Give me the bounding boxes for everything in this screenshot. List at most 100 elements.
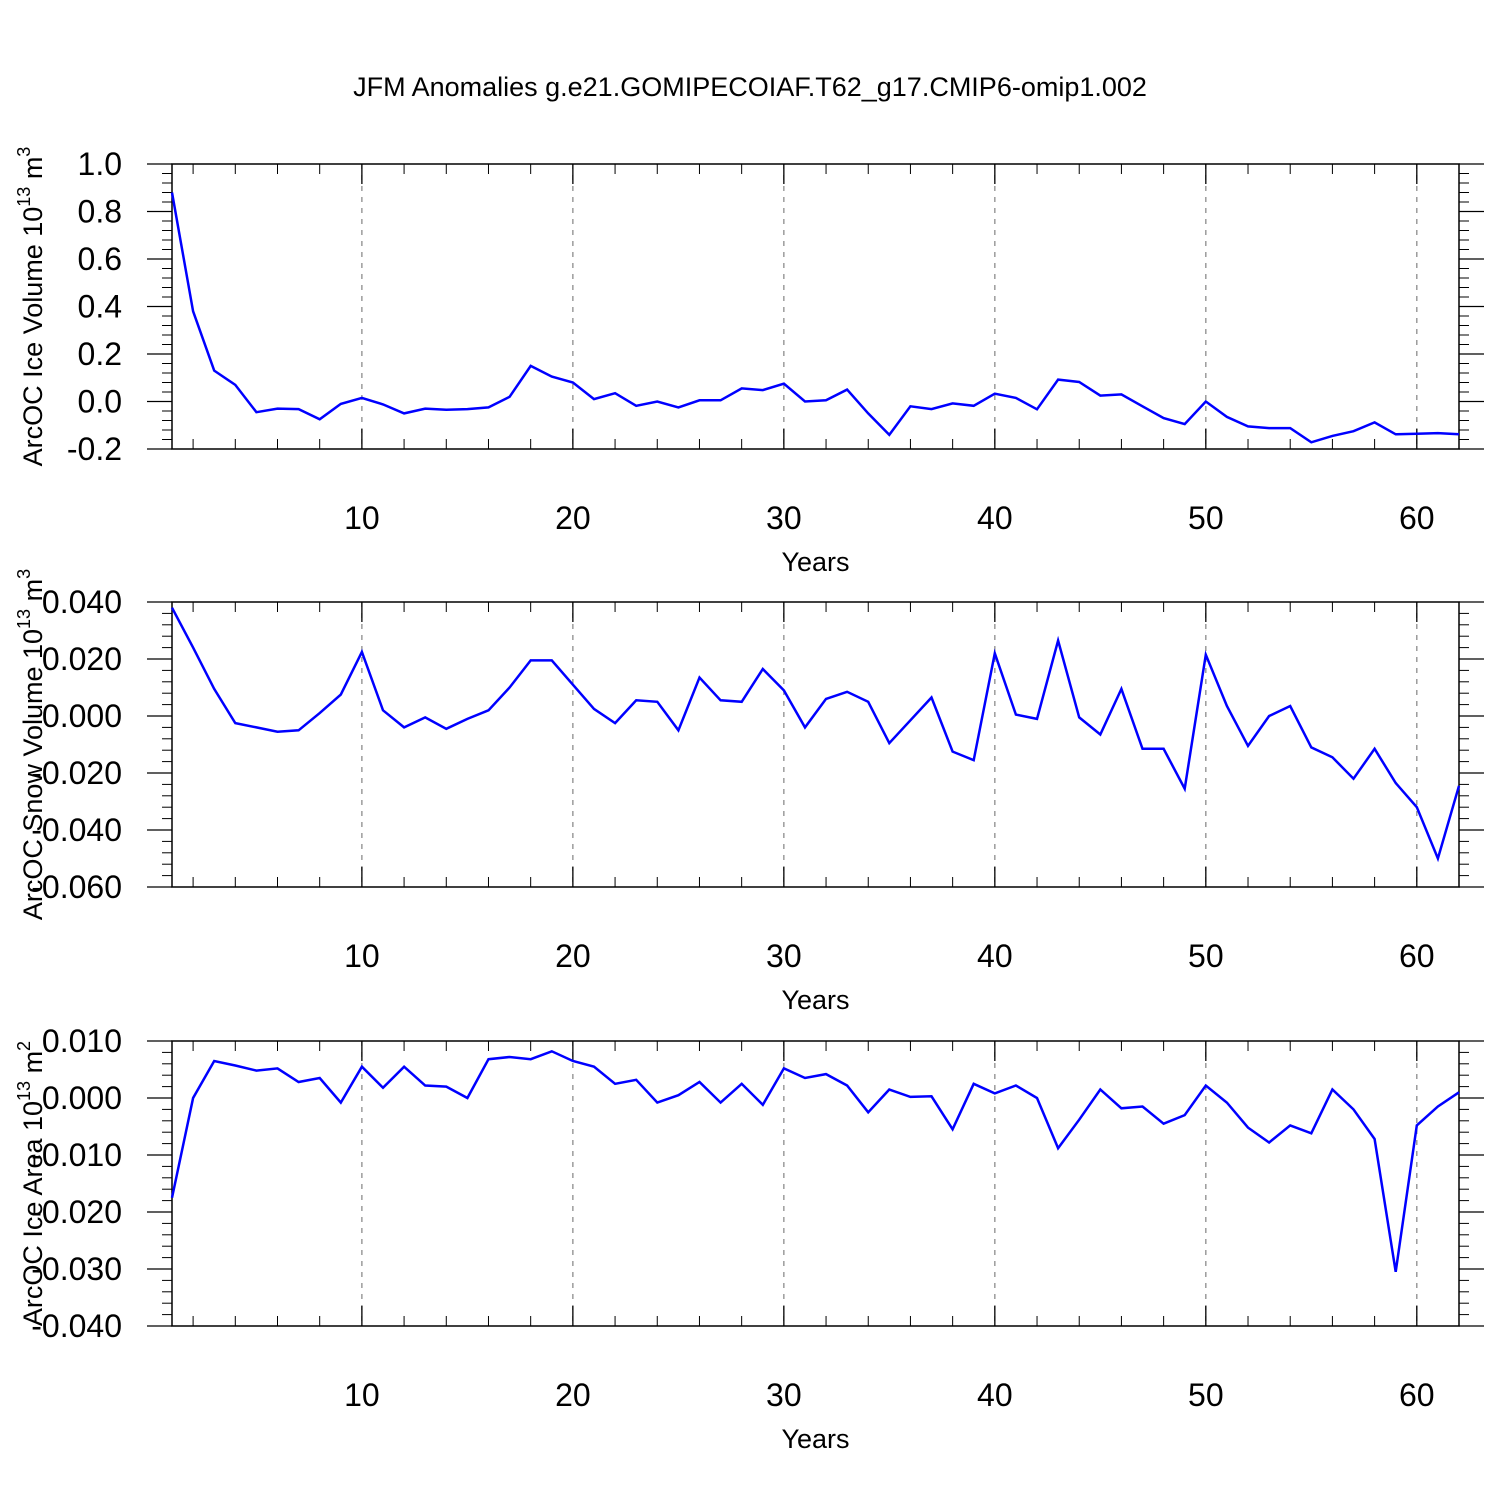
y-axis-label-main: ArcOC Ice Area 10 xyxy=(18,1101,48,1326)
data-point xyxy=(1224,704,1229,709)
data-point xyxy=(887,741,892,746)
data-point xyxy=(718,398,723,403)
y-axis-label-exponent: 13 xyxy=(14,187,34,207)
data-point xyxy=(1182,1113,1187,1118)
data-point xyxy=(676,405,681,410)
y-tick-label: 0.6 xyxy=(78,241,122,277)
data-point xyxy=(634,1077,639,1082)
x-axis-label: Years xyxy=(781,547,849,577)
data-point xyxy=(233,721,238,726)
data-point xyxy=(254,725,259,730)
y-tick-label: -0.010 xyxy=(31,1137,122,1173)
data-point xyxy=(233,382,238,387)
data-point xyxy=(170,190,175,195)
y-axis-label-unit-exponent: 3 xyxy=(14,569,34,579)
data-point xyxy=(1119,392,1124,397)
data-point xyxy=(1309,440,1314,445)
y-axis-label-unit: m xyxy=(18,1051,48,1081)
data-point xyxy=(760,1102,765,1107)
data-point xyxy=(697,398,702,403)
data-point xyxy=(1077,380,1082,385)
data-point xyxy=(528,363,533,368)
y-axis-label-main: ArcOC Ice Volume 10 xyxy=(18,207,48,467)
data-point xyxy=(528,658,533,663)
panel-2: 10 20 30 40 50 60 -0.060 -0.040 -0.020 0.000 0.020… xyxy=(14,569,1484,1015)
data-point xyxy=(781,381,786,386)
x-axis-label: Years xyxy=(781,1424,849,1454)
y-tick-label: 0.4 xyxy=(78,289,122,325)
data-point xyxy=(338,401,343,406)
plot-frame xyxy=(171,163,1460,450)
data-point xyxy=(1140,1104,1145,1109)
data-point xyxy=(760,388,765,393)
data-point xyxy=(1224,1100,1229,1105)
series-line xyxy=(170,607,1461,863)
y-tick-label: 0.000 xyxy=(42,1080,122,1116)
data-point xyxy=(233,1063,238,1068)
y-tick-label: 0.0 xyxy=(78,384,122,420)
y-tick-label: -0.030 xyxy=(31,1251,122,1287)
data-point xyxy=(380,708,385,713)
data-point xyxy=(739,699,744,704)
data-point xyxy=(1288,426,1293,431)
data-point xyxy=(338,692,343,697)
data-point xyxy=(1140,746,1145,751)
data-point xyxy=(1372,420,1377,425)
data-point xyxy=(739,386,744,391)
data-point xyxy=(1013,712,1018,717)
data-point xyxy=(845,1083,850,1088)
data-point xyxy=(655,1100,660,1105)
data-point xyxy=(676,728,681,733)
x-tick-label: 30 xyxy=(766,938,802,974)
data-point xyxy=(929,407,934,412)
x-tick-label: 60 xyxy=(1399,938,1435,974)
data-point xyxy=(1203,652,1208,657)
data-point xyxy=(1035,1096,1040,1101)
data-point xyxy=(465,407,470,412)
data-point xyxy=(317,1076,322,1081)
data-point xyxy=(1182,422,1187,427)
data-point xyxy=(1056,377,1061,382)
y-tick-label: 0.020 xyxy=(42,641,122,677)
data-point xyxy=(1414,1123,1419,1128)
data-point xyxy=(866,411,871,416)
y-axis-label: ArcOC Snow Volume 1013 m3 xyxy=(14,569,48,920)
data-point xyxy=(1414,431,1419,436)
data-point xyxy=(380,402,385,407)
data-point xyxy=(676,1093,681,1098)
data-point xyxy=(549,658,554,663)
data-point xyxy=(591,397,596,402)
data-point xyxy=(929,695,934,700)
data-point xyxy=(402,1064,407,1069)
data-point xyxy=(1393,432,1398,437)
data-point xyxy=(781,1066,786,1071)
x-tick-label: 60 xyxy=(1399,1377,1435,1413)
data-point xyxy=(254,1068,259,1073)
data-point xyxy=(971,758,976,763)
x-tick-label: 30 xyxy=(766,500,802,536)
data-point xyxy=(824,398,829,403)
data-point xyxy=(866,1110,871,1115)
data-point xyxy=(1013,395,1018,400)
data-point xyxy=(1035,716,1040,721)
data-point xyxy=(402,411,407,416)
panel-3: 10 20 30 40 50 60 -0.040 -0.030 -0.020 -0.010 0.00… xyxy=(14,1023,1484,1454)
data-point xyxy=(697,1080,702,1085)
data-point xyxy=(1056,1146,1061,1151)
data-point xyxy=(1435,431,1440,436)
data-point xyxy=(359,395,364,400)
data-point xyxy=(212,686,217,691)
series-line xyxy=(170,1049,1460,1272)
y-tick-label: 0.010 xyxy=(42,1023,122,1059)
data-point xyxy=(950,1127,955,1132)
data-point xyxy=(570,380,575,385)
data-point xyxy=(1119,1106,1124,1111)
data-point xyxy=(866,699,871,704)
data-point xyxy=(1182,786,1187,791)
data-point xyxy=(444,726,449,731)
data-point xyxy=(739,1081,744,1086)
data-point xyxy=(549,1049,554,1054)
x-tick-label: 10 xyxy=(344,500,380,536)
data-point xyxy=(1035,407,1040,412)
